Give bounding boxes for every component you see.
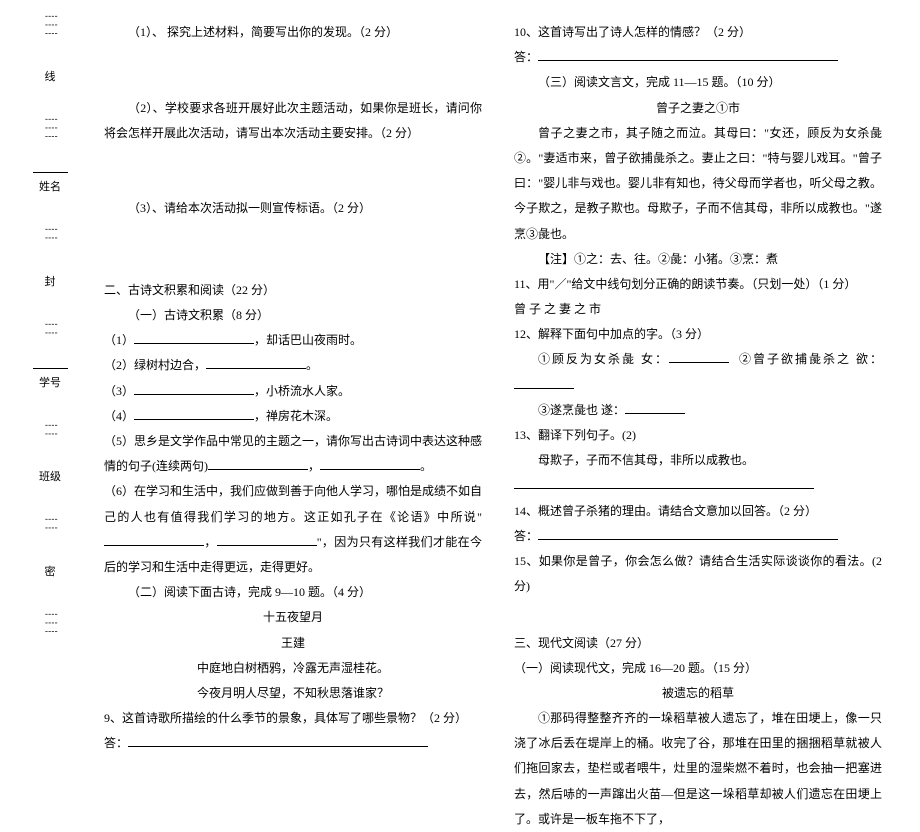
blank-input[interactable] [104, 532, 204, 546]
q12-sub1: ①顾反为女杀彘 女： ②曾子欲捕彘杀之 欲： [514, 347, 882, 397]
blank-input[interactable] [514, 375, 574, 389]
blank-input[interactable] [217, 532, 317, 546]
dash: ┊┊ [38, 321, 61, 338]
classical-notes: 【注】①之：去、往。②彘：小猪。③烹：煮 [514, 247, 882, 272]
margin-label-class: 班级 [39, 466, 61, 489]
page-content: （1）、 探究上述材料，简要写出你的发现。（2 分） （2）、学校要求各班开展好… [100, 20, 900, 630]
question-2: （2）、学校要求各班开展好此次主题活动，如果你是班长，请问你将会怎样开展此次活动… [104, 96, 482, 146]
blank-input[interactable] [538, 47, 838, 61]
binding-margin: ┊┊┊ 线 ┊┊┊ 姓名 ┊┊ 封 ┊┊ 学号 ┊┊ 班级 ┊┊ 密 ┊┊┊ [20, 0, 80, 650]
blank-input[interactable] [208, 456, 308, 470]
margin-label-seal: 封 [45, 271, 56, 294]
question-15: 15、如果你是曾子，你会怎么做？请结合生活实际谈谈你的看法。(2 分) [514, 549, 882, 599]
dash: ┊┊ [38, 422, 61, 439]
poem-line-2: 今夜月明人尽望，不知秋思落谁家？ [104, 681, 482, 706]
section-modern-a: （一）阅读现代文，完成 16—20 题。（15 分） [514, 656, 882, 681]
answer-line: 答： [514, 45, 882, 70]
blank-input[interactable] [320, 456, 420, 470]
poem-title: 十五夜望月 [104, 605, 482, 630]
blank-input[interactable] [128, 733, 428, 747]
blank-input[interactable] [538, 526, 838, 540]
classical-paragraph: 曾子之妻之市，其子随之而泣。其母曰："女还，顾反为女杀彘②。"妻适市来，曾子欲捕… [514, 121, 882, 247]
question-13: 13、翻译下列句子。(2) [514, 423, 882, 448]
dash: ┊┊ [38, 226, 61, 243]
fill-4: （4），禅房花木深。 [104, 404, 482, 429]
dash: ┊┊┊ [38, 611, 61, 637]
poem-author: 王建 [104, 631, 482, 656]
question-9: 9、这首诗歌所描绘的什么季节的景象，具体写了哪些景物？（2 分） [104, 706, 482, 731]
blank-input[interactable] [206, 355, 306, 369]
left-column: （1）、 探究上述材料，简要写出你的发现。（2 分） （2）、学校要求各班开展好… [100, 20, 500, 630]
blank-input[interactable] [134, 381, 254, 395]
q11-text-line: 曾 子 之 妻 之 市 [514, 297, 882, 322]
question-1: （1）、 探究上述材料，简要写出你的发现。（2 分） [104, 20, 482, 45]
question-14: 14、概述曾子杀猪的理由。请结合文意加以回答。（2 分） [514, 499, 882, 524]
margin-label-secret: 密 [45, 561, 56, 584]
fill-6: （6）在学习和生活中，我们应做到善于向他人学习，哪怕是成绩不如自己的人也有值得我… [104, 479, 482, 580]
right-column: 10、这首诗写出了诗人怎样的情感？（2 分） 答： （三）阅读文言文，完成 11… [500, 20, 900, 630]
answer-line: 答： [104, 731, 482, 756]
answer-line-13 [514, 473, 882, 498]
classical-title: 曾子之妻之①市 [514, 96, 882, 121]
question-10: 10、这首诗写出了诗人怎样的情感？（2 分） [514, 20, 882, 45]
section-2a-heading: （一）古诗文积累（8 分） [104, 303, 482, 328]
blank-input[interactable] [134, 406, 254, 420]
fill-2: （2）绿树村边合，。 [104, 353, 482, 378]
q13-sentence: 母欺子，子而不信其母，非所以成教也。 [514, 448, 882, 473]
blank-input[interactable] [514, 475, 814, 489]
dash: ┊┊ [38, 516, 61, 533]
margin-label-id: 学号 [33, 365, 68, 395]
fill-1: （1），却话巴山夜雨时。 [104, 328, 482, 353]
dash: ┊┊┊ [38, 13, 61, 39]
answer-line-14: 答： [514, 524, 882, 549]
q12-sub2: ③遂烹彘也 遂： [514, 398, 882, 423]
modern-title: 被遗忘的稻草 [514, 681, 882, 706]
modern-paragraph-1: ①那码得整整齐齐的一垛稻草被人遗忘了，堆在田埂上，像一只浇了冰后丢在堤岸上的桶。… [514, 706, 882, 832]
question-12: 12、解释下面句中加点的字。（3 分） [514, 322, 882, 347]
section-3-heading: （三）阅读文言文，完成 11—15 题。（10 分） [514, 70, 882, 95]
section-2b-heading: （二）阅读下面古诗，完成 9—10 题。（4 分） [104, 580, 482, 605]
question-3: （3）、请给本次活动拟一则宣传标语。（2 分） [104, 196, 482, 221]
fill-5: （5）思乡是文学作品中常见的主题之一，请你写出古诗词中表达这种感情的句子(连续两… [104, 429, 482, 479]
blank-input[interactable] [669, 349, 729, 363]
section-2-heading: 二、古诗文积累和阅读（22 分） [104, 278, 482, 303]
section-modern-heading: 三、现代文阅读（27 分） [514, 631, 882, 656]
blank-input[interactable] [625, 400, 685, 414]
margin-label-line: 线 [45, 66, 56, 89]
dash: ┊┊┊ [38, 116, 61, 142]
margin-label-name: 姓名 [33, 169, 68, 199]
question-11: 11、用"／"给文中线句划分正确的朗读节奏。（只划一处）（1 分） [514, 272, 882, 297]
poem-line-1: 中庭地白树栖鸦，冷露无声湿桂花。 [104, 656, 482, 681]
fill-3: （3），小桥流水人家。 [104, 379, 482, 404]
blank-input[interactable] [134, 330, 254, 344]
